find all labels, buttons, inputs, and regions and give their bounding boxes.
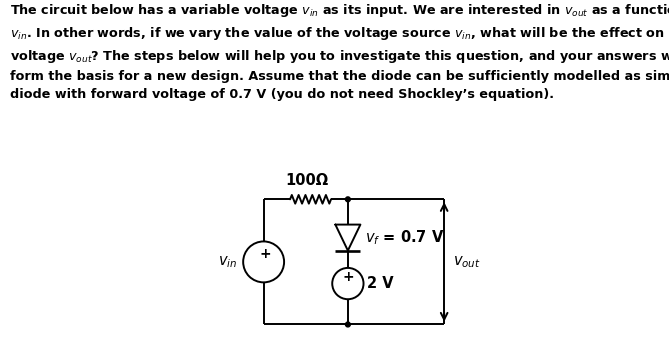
Text: 100Ω: 100Ω: [286, 174, 328, 188]
Text: +: +: [259, 247, 271, 261]
Text: $v_{out}$: $v_{out}$: [453, 254, 480, 270]
Text: $v_{in}$: $v_{in}$: [218, 254, 237, 270]
Circle shape: [345, 197, 351, 202]
Text: The circuit below has a variable voltage $v_{in}$ as its input. We are intereste: The circuit below has a variable voltage…: [10, 2, 669, 101]
Text: +: +: [342, 270, 354, 284]
Text: $v_f$ = 0.7 V: $v_f$ = 0.7 V: [365, 228, 445, 247]
Circle shape: [345, 322, 351, 327]
Text: 2 V: 2 V: [367, 276, 394, 291]
